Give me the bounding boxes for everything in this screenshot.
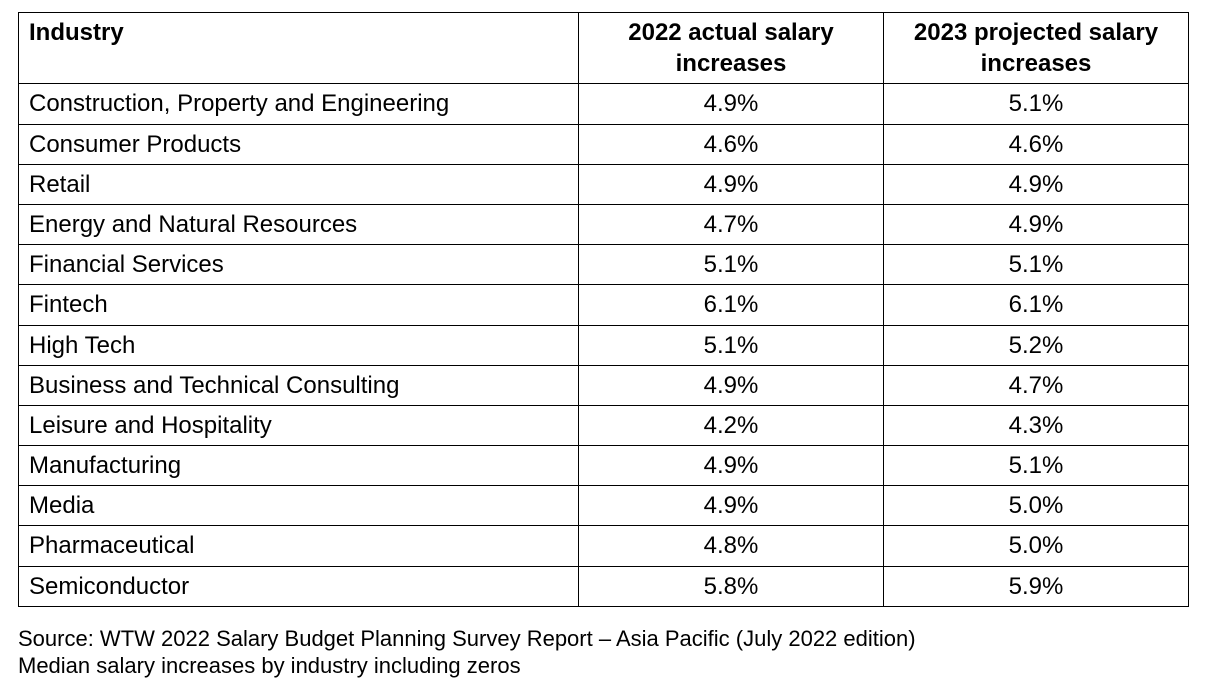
table-row: Construction, Property and Engineering 4…	[19, 84, 1189, 124]
industry-cell: Leisure and Hospitality	[19, 405, 579, 445]
value-2022: 4.2%	[579, 405, 884, 445]
footnote-note: Median salary increases by industry incl…	[18, 652, 1192, 680]
value-2022: 4.9%	[579, 446, 884, 486]
table-row: Consumer Products 4.6% 4.6%	[19, 124, 1189, 164]
table-header-row: Industry 2022 actual salary increases 20…	[19, 13, 1189, 84]
value-2023: 5.9%	[884, 566, 1189, 606]
table-row: High Tech 5.1% 5.2%	[19, 325, 1189, 365]
industry-cell: Consumer Products	[19, 124, 579, 164]
footnote-source: Source: WTW 2022 Salary Budget Planning …	[18, 625, 1192, 653]
value-2023: 5.2%	[884, 325, 1189, 365]
value-2022: 6.1%	[579, 285, 884, 325]
value-2023: 5.1%	[884, 446, 1189, 486]
table-row: Media 4.9% 5.0%	[19, 486, 1189, 526]
value-2023: 5.0%	[884, 526, 1189, 566]
industry-cell: Financial Services	[19, 245, 579, 285]
value-2022: 5.8%	[579, 566, 884, 606]
table-row: Leisure and Hospitality 4.2% 4.3%	[19, 405, 1189, 445]
table-row: Semiconductor 5.8% 5.9%	[19, 566, 1189, 606]
value-2023: 4.7%	[884, 365, 1189, 405]
table-row: Business and Technical Consulting 4.9% 4…	[19, 365, 1189, 405]
industry-cell: Semiconductor	[19, 566, 579, 606]
col-header-2023: 2023 projected salary increases	[884, 13, 1189, 84]
col-header-industry: Industry	[19, 13, 579, 84]
industry-cell: Construction, Property and Engineering	[19, 84, 579, 124]
industry-cell: Manufacturing	[19, 446, 579, 486]
table-row: Retail 4.9% 4.9%	[19, 164, 1189, 204]
value-2023: 4.9%	[884, 164, 1189, 204]
industry-cell: Fintech	[19, 285, 579, 325]
value-2022: 5.1%	[579, 325, 884, 365]
value-2023: 5.1%	[884, 245, 1189, 285]
table-row: Manufacturing 4.9% 5.1%	[19, 446, 1189, 486]
value-2023: 5.0%	[884, 486, 1189, 526]
value-2022: 4.8%	[579, 526, 884, 566]
table-row: Fintech 6.1% 6.1%	[19, 285, 1189, 325]
value-2023: 4.9%	[884, 204, 1189, 244]
value-2022: 4.9%	[579, 164, 884, 204]
table-body: Construction, Property and Engineering 4…	[19, 84, 1189, 606]
table-row: Energy and Natural Resources 4.7% 4.9%	[19, 204, 1189, 244]
value-2023: 6.1%	[884, 285, 1189, 325]
value-2022: 4.9%	[579, 486, 884, 526]
table-row: Pharmaceutical 4.8% 5.0%	[19, 526, 1189, 566]
industry-cell: High Tech	[19, 325, 579, 365]
industry-cell: Business and Technical Consulting	[19, 365, 579, 405]
industry-cell: Retail	[19, 164, 579, 204]
value-2022: 5.1%	[579, 245, 884, 285]
value-2022: 4.9%	[579, 84, 884, 124]
industry-cell: Pharmaceutical	[19, 526, 579, 566]
value-2022: 4.6%	[579, 124, 884, 164]
value-2023: 5.1%	[884, 84, 1189, 124]
col-header-2022: 2022 actual salary increases	[579, 13, 884, 84]
table-footnote: Source: WTW 2022 Salary Budget Planning …	[18, 625, 1192, 680]
value-2023: 4.3%	[884, 405, 1189, 445]
value-2022: 4.9%	[579, 365, 884, 405]
value-2023: 4.6%	[884, 124, 1189, 164]
table-row: Financial Services 5.1% 5.1%	[19, 245, 1189, 285]
value-2022: 4.7%	[579, 204, 884, 244]
industry-cell: Media	[19, 486, 579, 526]
industry-cell: Energy and Natural Resources	[19, 204, 579, 244]
salary-increase-table: Industry 2022 actual salary increases 20…	[18, 12, 1189, 607]
table-header: Industry 2022 actual salary increases 20…	[19, 13, 1189, 84]
